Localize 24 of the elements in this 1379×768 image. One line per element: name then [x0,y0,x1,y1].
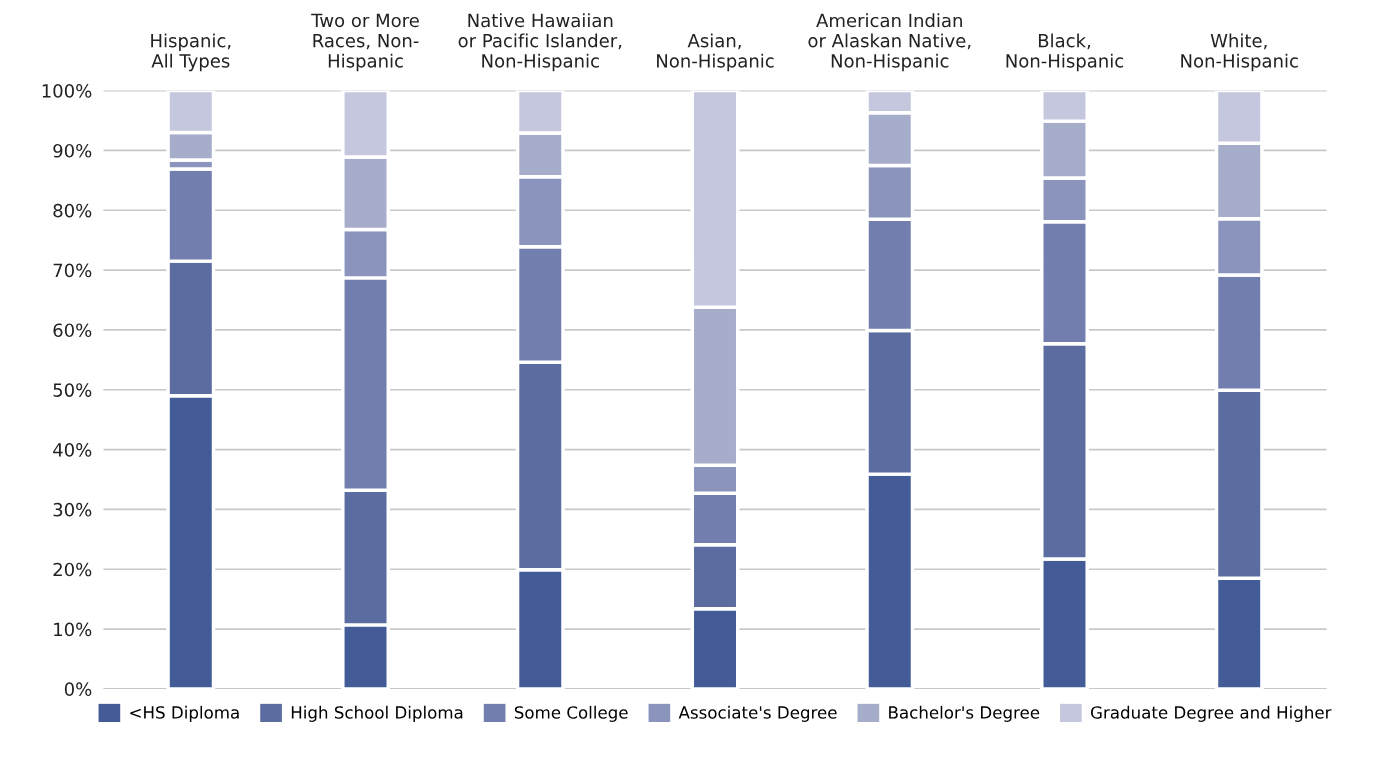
y-tick-label: 100% [42,84,92,98]
x-tick-label: White, Non-Hispanic [1181,33,1298,72]
x-tick-label: Hispanic, All Types [151,33,231,72]
y-tick-label: 10% [54,622,92,637]
y-tick-label: 0% [64,682,92,697]
y-tick-label: 50% [53,383,92,397]
legend-label: High School Diploma [291,705,463,722]
y-tick-label: 90% [53,143,92,158]
legend-label: Some College [514,705,628,722]
y-tick-label: 60% [53,323,92,338]
legend-label: <HS Diploma [130,705,239,722]
y-tick-label: 80% [53,203,92,218]
y-tick-label: 70% [53,263,92,278]
legend-label: Graduate Degree and Higher [1090,705,1332,722]
x-tick-label: Asian, Non-Hispanic [657,33,774,72]
legend-label: Bachelor's Degree [889,705,1040,722]
x-tick-label: Two or More Races, Non- Hispanic [311,13,419,72]
y-tick-label: 30% [53,502,92,517]
x-tick-label: Native Hawaiian or Pacific Islander, Non-Hispanic [458,13,622,72]
y-tick-label: 20% [53,562,92,577]
y-tick-label: 40% [53,443,92,457]
x-tick-label: Black, Non-Hispanic [1006,33,1124,72]
legend-label: Associate's Degree [678,705,837,722]
x-tick-label: American Indian or Alaskan Native, Non-Hispanic [808,13,971,72]
